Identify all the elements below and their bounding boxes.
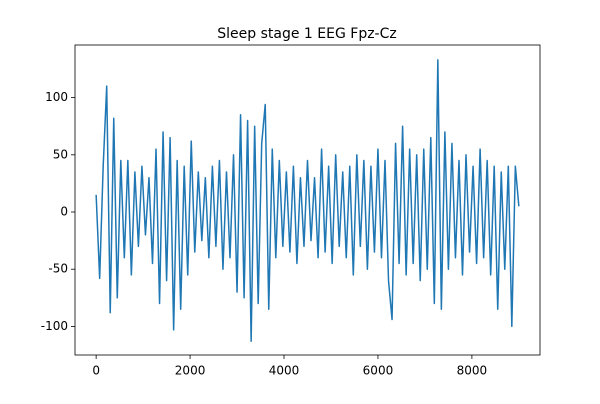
chart-title: Sleep stage 1 EEG Fpz-Cz — [217, 26, 396, 42]
data-line — [95, 59, 520, 343]
x-tick-label: 6000 — [363, 364, 394, 378]
x-tick-label: 2000 — [175, 364, 206, 378]
y-tick-label: 100 — [45, 90, 68, 104]
y-tick-label: -50 — [48, 262, 68, 276]
y-tick-label: 50 — [53, 147, 68, 161]
y-tick-label: -100 — [41, 319, 68, 333]
x-tick-label: 4000 — [269, 364, 300, 378]
y-tick-label: 0 — [60, 205, 68, 219]
x-tick-label: 8000 — [457, 364, 488, 378]
plot-frame — [74, 44, 541, 356]
x-tick-label: 0 — [92, 364, 100, 378]
